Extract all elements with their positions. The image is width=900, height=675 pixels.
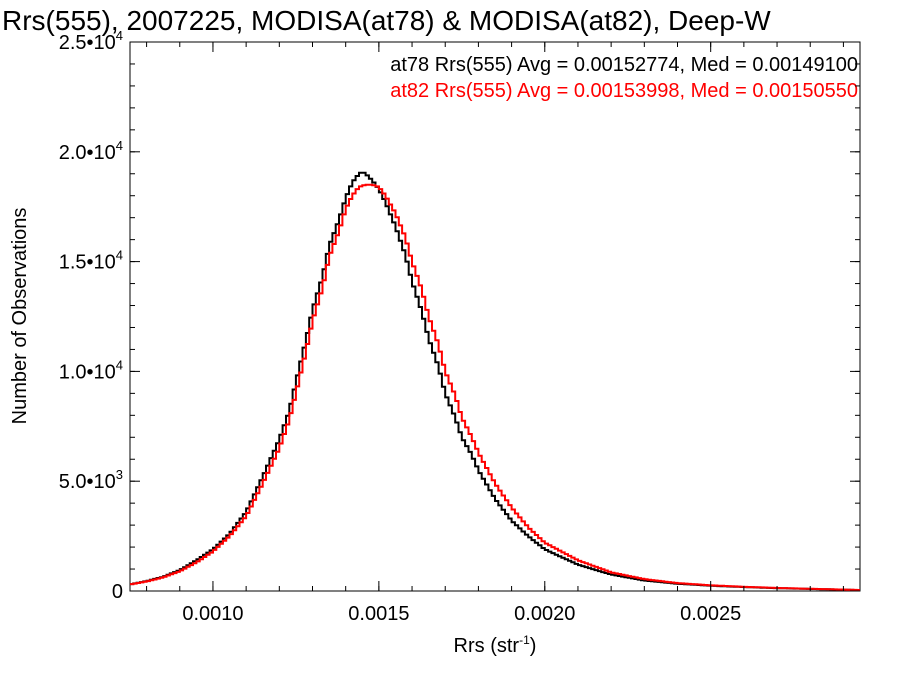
y-tick-label: 0 (112, 581, 123, 603)
y-tick-label-exponent: 4 (116, 248, 123, 263)
y-tick-label-mantissa: 1.0•10 (59, 361, 116, 383)
y-tick-label-exponent: 4 (116, 138, 123, 153)
legend-entry-at78: at78 Rrs(555) Avg = 0.00152774, Med = 0.… (390, 54, 858, 76)
y-axis-label: Number of Observations (9, 208, 31, 425)
plot-frame (129, 41, 861, 592)
y-tick-label-mantissa: 0 (112, 581, 123, 603)
y-tick-label: 1.0•104 (59, 357, 123, 383)
legend: at78 Rrs(555) Avg = 0.00152774, Med = 0.… (390, 54, 858, 102)
x-tick-label: 0.0015 (348, 603, 409, 625)
series-line-at78 (130, 171, 860, 592)
plot-area (129, 41, 861, 592)
legend-entry-at82: at82 Rrs(555) Avg = 0.00153998, Med = 0.… (390, 80, 858, 102)
x-axis-label: Rrs (str-1) (454, 633, 537, 657)
x-tick-label: 0.0010 (182, 603, 243, 625)
x-tick-label: 0.0025 (680, 603, 741, 625)
x-tick-label: 0.0020 (514, 603, 575, 625)
x-axis-label-text: Rrs (str (454, 635, 520, 657)
y-tick-label: 2.0•104 (59, 138, 123, 164)
y-tick-label-exponent: 3 (116, 467, 123, 482)
y-tick-label-exponent: 4 (116, 28, 123, 43)
y-tick-label: 1.5•104 (59, 248, 123, 274)
y-tick-label-mantissa: 1.5•10 (59, 252, 116, 274)
series-line-at82 (130, 183, 860, 591)
y-tick-label-mantissa: 2.5•10 (59, 32, 116, 54)
chart-title: Rrs(555), 2007225, MODISA(at78) & MODISA… (2, 5, 771, 36)
x-axis-label-close: ) (530, 635, 537, 657)
y-tick-label-mantissa: 5.0•10 (59, 471, 116, 493)
y-tick-label-exponent: 4 (116, 357, 123, 372)
x-axis: 0.0010 0.0015 0.0020 0.0025 (146, 42, 844, 625)
y-tick-label: 2.5•104 (59, 28, 123, 54)
y-tick-label: 5.0•103 (59, 467, 123, 493)
y-tick-label-mantissa: 2.0•10 (59, 142, 116, 164)
x-axis-label-exponent: -1 (519, 633, 530, 647)
